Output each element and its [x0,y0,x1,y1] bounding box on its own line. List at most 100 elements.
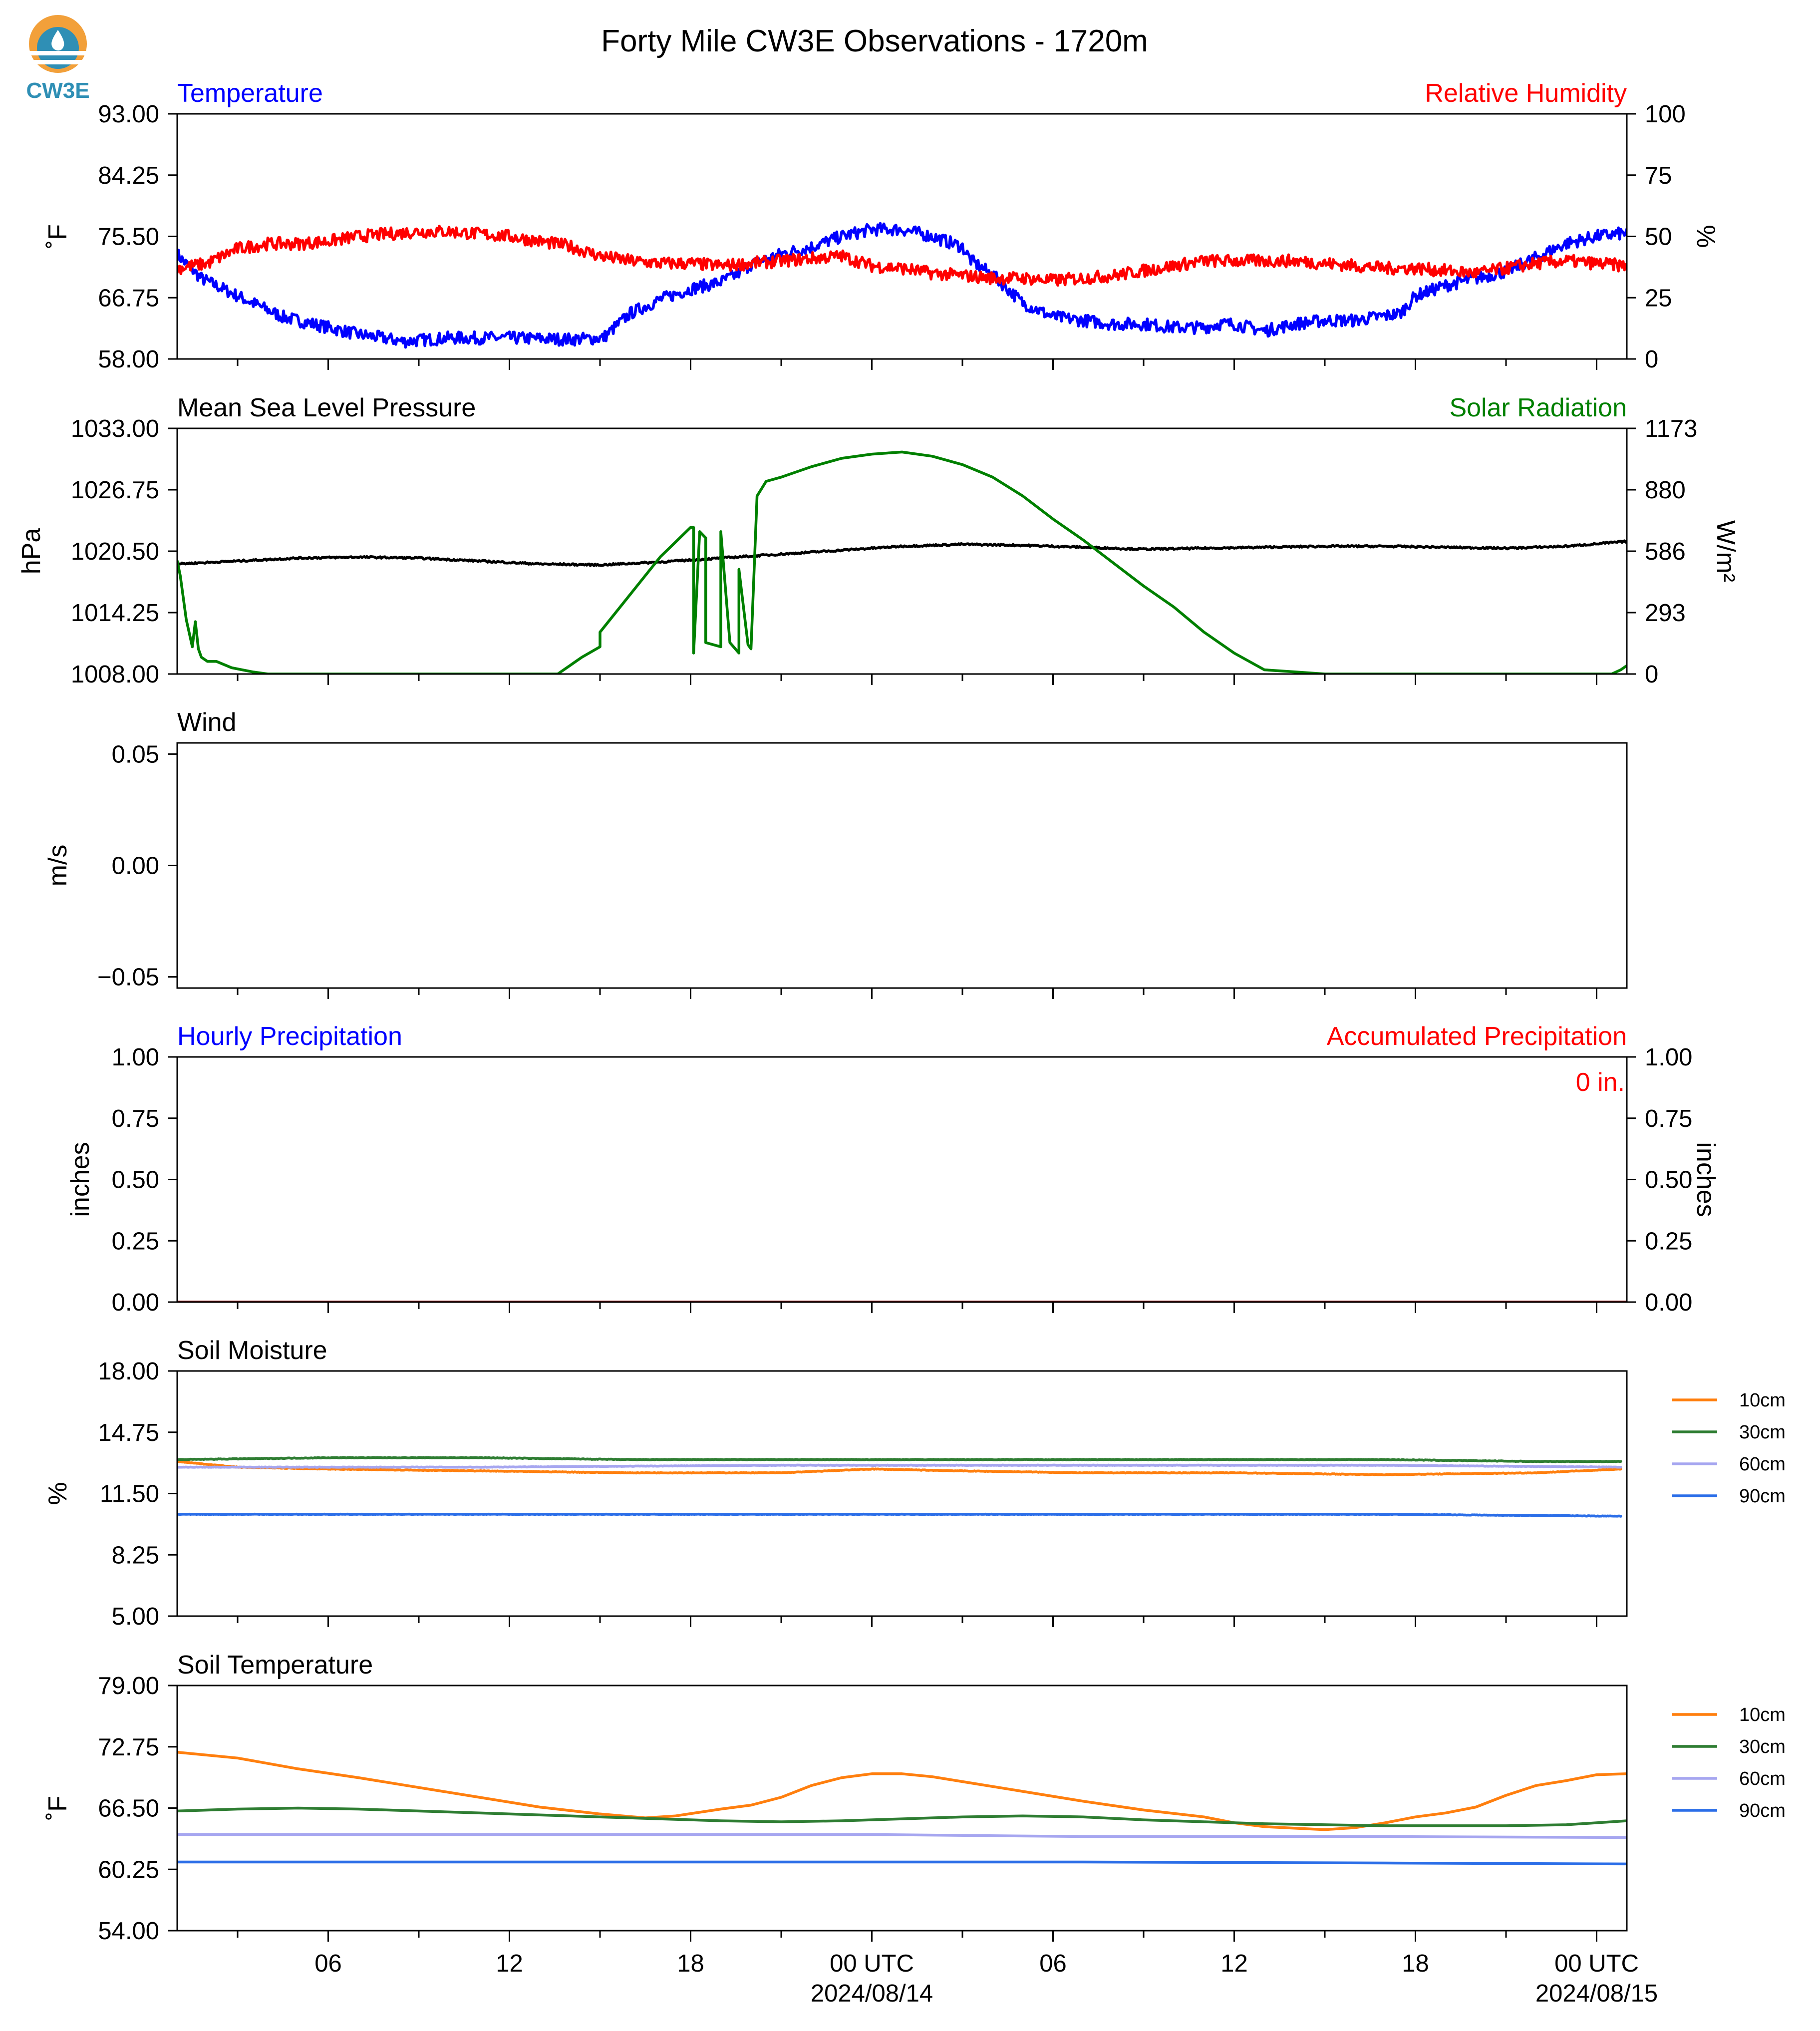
pressure-series-line-0 [177,539,1627,567]
legend-label: 90cm [1739,1486,1786,1507]
soil_moisture-title: Soil Moisture [177,1336,327,1365]
y-tick-label: 75.50 [98,224,159,251]
y-tick-label: 14.75 [98,1419,159,1446]
figure-title: Forty Mile CW3E Observations - 1720m [601,24,1148,58]
legend-label: 60cm [1739,1768,1786,1789]
soil_moisture-series-line-2 [177,1463,1622,1469]
legend-label: 30cm [1739,1422,1786,1443]
pressure-title-right: Solar Radiation [1449,393,1627,422]
panel-wind: −0.05 0.00 0.05 Wind m/s [43,708,1628,999]
soil_temperature-series [177,1750,1627,1866]
panel-soil_moisture: 5.00 8.25 11.50 14.75 18.00 Soil Moisture% 10c… [43,1336,1786,1630]
y-tick-label: 0.25 [112,1228,159,1255]
y-tick-label: 84.25 [98,162,159,189]
x-tick-label: 12 [1220,1950,1248,1977]
y-right-tick-label: 1.00 [1645,1044,1692,1071]
soil_temperature-series-line-1 [177,1806,1627,1827]
temperature-ylabel: ˚F [43,224,72,249]
pressure-title: Mean Sea Level Pressure [177,393,476,422]
soil_moisture-series-line-1 [177,1456,1622,1463]
y-tick-label: 54.00 [98,1918,159,1945]
y-right-tick-label: 0 [1645,661,1658,688]
y-tick-label: 5.00 [112,1603,159,1630]
precipitation-ylabel-right: inches [1691,1142,1720,1217]
y-tick-label: 66.75 [98,285,159,312]
legend-label: 90cm [1739,1800,1786,1821]
y-tick-label: 79.00 [98,1673,159,1699]
y-tick-label: 0.50 [112,1167,159,1194]
y-right-tick-label: 880 [1645,477,1686,504]
panel-pressure: 1008.00 1014.25 1020.50 1026.75 1033.00 0 293 5… [17,393,1740,688]
wind-ylabel: m/s [43,845,72,887]
y-tick-label: 1.00 [112,1044,159,1071]
precipitation-title-right: Accumulated Precipitation [1327,1022,1627,1051]
temperature-title: Temperature [177,79,323,108]
y-tick-label: 93.00 [98,101,159,128]
logo-text: CW3E [26,78,89,103]
y-right-tick-label: 0 [1645,346,1658,373]
panel-precipitation: 0.00 0.25 0.50 0.75 1.00 0.00 0.25 0.50 0.75 1.00… [66,1022,1720,1316]
y-tick-label: 8.25 [112,1542,159,1569]
precipitation-ylabel: inches [66,1142,95,1217]
y-right-tick-label: 25 [1645,285,1672,312]
y-tick-label: 11.50 [100,1481,159,1508]
legend-label: 10cm [1739,1390,1786,1411]
wind-title: Wind [177,708,236,737]
y-tick-label: 60.25 [98,1856,159,1883]
y-tick-label: 1033.00 [71,415,159,442]
y-tick-label: 1008.00 [71,661,159,688]
y-tick-label: 1026.75 [71,477,159,504]
y-right-tick-label: 586 [1645,538,1686,565]
legend-label: 10cm [1739,1704,1786,1725]
y-tick-label: 0.00 [112,1289,159,1316]
soil_moisture-series [177,1456,1622,1518]
panel-temperature: 58.00 66.75 75.50 84.25 93.00 0 25 50 75 100 Tempe… [43,79,1720,373]
pressure-series-line-1 [177,450,1627,674]
temperature-title-right: Relative Humidity [1425,79,1627,108]
y-tick-label: 58.00 [98,346,159,373]
y-tick-label: 1014.25 [71,600,159,627]
x-tick-date-label: 2024/08/15 [1535,1980,1658,2007]
soil_temperature-title: Soil Temperature [177,1651,373,1680]
panel-soil_temperature: 54.00 60.25 66.50 72.75 79.00 Soil Temperatur… [43,1651,1786,2007]
temperature-ylabel-right: % [1691,225,1720,248]
y-right-tick-label: 0.75 [1645,1105,1692,1132]
soil_temperature-series-line-0 [177,1750,1627,1831]
y-right-tick-label: 1173 [1645,415,1697,442]
x-tick-label: 00 UTC [1554,1950,1639,1977]
y-right-tick-label: 0.50 [1645,1167,1692,1194]
y-tick-label: 0.75 [112,1105,159,1132]
legend-label: 60cm [1739,1454,1786,1475]
x-tick-label: 06 [1039,1950,1067,1977]
legend-label: 30cm [1739,1736,1786,1757]
x-tick-label: 12 [496,1950,523,1977]
soil_temperature-series-line-2 [177,1833,1627,1839]
soil_moisture-series-line-3 [177,1512,1622,1518]
soil_temperature-ylabel: ˚F [43,1796,72,1820]
y-right-tick-label: 75 [1645,162,1672,189]
y-right-tick-label: 100 [1645,101,1686,128]
soil_moisture-series-line-0 [177,1460,1622,1476]
pressure-series [177,450,1627,674]
x-tick-label: 00 UTC [830,1950,914,1977]
y-right-tick-label: 0.25 [1645,1228,1692,1255]
y-right-tick-label: 293 [1645,600,1686,627]
y-tick-label: −0.05 [97,964,159,991]
y-tick-label: 0.05 [112,741,159,768]
temperature-series [177,222,1627,349]
temperature-series-line-0 [177,222,1627,349]
y-tick-label: 72.75 [98,1734,159,1761]
x-tick-label: 18 [1402,1950,1429,1977]
y-right-tick-label: 50 [1645,224,1672,251]
x-tick-label: 18 [677,1950,704,1977]
y-tick-label: 1020.50 [71,538,159,565]
y-tick-label: 18.00 [98,1358,159,1385]
x-tick-label: 06 [314,1950,342,1977]
y-tick-label: 0.00 [112,853,159,880]
precipitation-annotation: 0 in. [1576,1068,1625,1097]
pressure-ylabel: hPa [17,528,46,575]
precipitation-title: Hourly Precipitation [177,1022,402,1051]
pressure-ylabel-right: W/m² [1711,520,1740,582]
